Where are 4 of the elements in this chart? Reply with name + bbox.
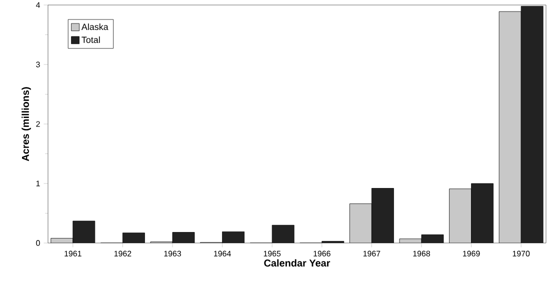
legend-label: Total <box>82 36 100 44</box>
x-axis-title: Calendar Year <box>264 259 330 267</box>
y-axis-title: Acres (millions) <box>22 87 31 162</box>
legend-label: Alaska <box>81 23 108 30</box>
